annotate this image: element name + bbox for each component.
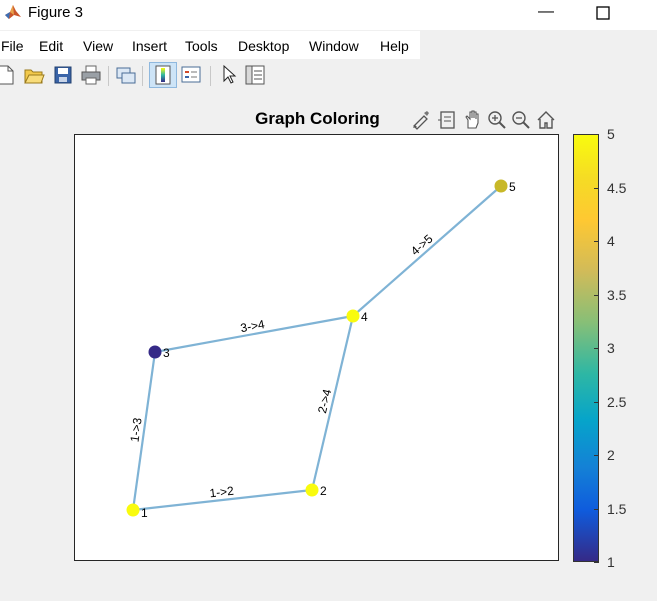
new-figure-icon[interactable] xyxy=(0,62,18,88)
colorbar-tick-label: 5 xyxy=(607,126,615,142)
colorbar-tick-label: 4 xyxy=(607,233,615,249)
menu-help[interactable]: Help xyxy=(380,38,409,54)
menu-view[interactable]: View xyxy=(83,38,114,54)
matlab-logo-icon xyxy=(5,5,21,19)
colorbar-tick-label: 2 xyxy=(607,447,615,463)
colorbar-tick-mark xyxy=(594,508,599,510)
node-label: 5 xyxy=(509,180,516,194)
plot-title: Graph Coloring xyxy=(255,109,380,128)
colorbar-tick-label: 2.5 xyxy=(607,393,627,410)
colorbar-tick-label: 1.5 xyxy=(607,500,627,517)
window-title: Figure 3 xyxy=(28,4,84,21)
menu-desktop[interactable]: Desktop xyxy=(238,38,290,54)
toolbar-separator xyxy=(108,66,109,86)
data-tips-icon[interactable] xyxy=(436,108,458,132)
edge-label: 1->2 xyxy=(209,484,235,501)
colorbar-tick-mark xyxy=(594,455,599,456)
edge-label: 3->4 xyxy=(239,317,266,335)
colorbar-tick-mark xyxy=(594,348,599,349)
axes-toolbar xyxy=(410,108,560,134)
pan-icon[interactable] xyxy=(461,108,483,132)
node-label: 3 xyxy=(163,346,170,360)
colorbar-tick-mark xyxy=(594,294,599,296)
node-label: 2 xyxy=(320,484,327,498)
toolbar-separator xyxy=(142,66,143,86)
graph-node-3[interactable] xyxy=(148,345,162,359)
select-arrow-icon[interactable] xyxy=(217,62,241,88)
property-inspector-icon[interactable] xyxy=(243,62,267,88)
link-plot-icon[interactable] xyxy=(114,62,138,88)
node-label: 4 xyxy=(361,310,368,324)
legend-toggle-icon[interactable] xyxy=(179,62,203,88)
open-file-icon[interactable] xyxy=(22,62,46,88)
save-icon[interactable] xyxy=(51,62,75,88)
window-title-bar: Figure 3 — xyxy=(0,0,657,30)
graph-edge-3-4 xyxy=(154,314,354,354)
toolbar-separator xyxy=(210,66,211,86)
maximize-button[interactable] xyxy=(588,2,618,24)
colorbar-tick-label: 4.5 xyxy=(607,179,627,196)
colorbar-toggle-icon[interactable] xyxy=(149,62,177,88)
edge-label: 2->4 xyxy=(315,387,334,414)
zoom-out-icon[interactable] xyxy=(510,108,532,132)
graph-edge-1-3 xyxy=(131,351,157,511)
colorbar-tick-mark xyxy=(594,187,599,189)
colorbar-tick-mark xyxy=(594,562,599,563)
menu-edit[interactable]: Edit xyxy=(39,38,64,54)
colorbar-tick-label: 1 xyxy=(607,554,615,570)
colorbar-tick-mark xyxy=(594,401,599,403)
graph-node-1[interactable] xyxy=(126,503,140,517)
figure-toolbar xyxy=(0,60,657,94)
colorbar-tick-label: 3 xyxy=(607,340,615,356)
colorbar-tick-mark xyxy=(594,241,599,242)
graph-edge-2-4 xyxy=(310,315,355,491)
graph-edge-1-2 xyxy=(132,488,313,512)
graph-node-5[interactable] xyxy=(494,179,508,193)
colorbar-tick-label: 3.5 xyxy=(607,286,627,303)
graph-edge-4-5 xyxy=(352,185,502,317)
node-label: 1 xyxy=(141,506,148,520)
menu-tools[interactable]: Tools xyxy=(185,38,218,54)
print-icon[interactable] xyxy=(79,62,103,88)
menu-bar: File Edit View Insert Tools Desktop Wind… xyxy=(0,31,420,59)
zoom-in-icon[interactable] xyxy=(486,108,508,132)
brush-icon[interactable] xyxy=(410,108,432,132)
minimize-button[interactable]: — xyxy=(538,3,554,20)
menu-bar-filler xyxy=(420,31,657,59)
menu-window[interactable]: Window xyxy=(309,38,359,54)
maximize-icon xyxy=(596,6,610,20)
menu-file[interactable]: File xyxy=(1,38,24,54)
edge-label: 1->3 xyxy=(127,417,144,443)
graph-node-4[interactable] xyxy=(346,309,360,323)
restore-view-icon[interactable] xyxy=(535,108,557,132)
menu-insert[interactable]: Insert xyxy=(132,38,168,54)
colorbar-tick-mark xyxy=(594,134,599,135)
graph-node-2[interactable] xyxy=(305,483,319,497)
